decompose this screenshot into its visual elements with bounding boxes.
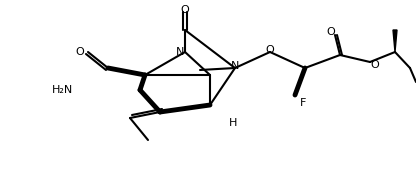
Text: H: H — [229, 118, 237, 128]
Text: O: O — [181, 5, 189, 15]
Text: O: O — [327, 27, 335, 37]
Text: O: O — [371, 60, 379, 70]
Polygon shape — [393, 30, 397, 52]
Text: O: O — [76, 47, 84, 57]
Text: N: N — [231, 61, 239, 71]
Text: N: N — [176, 47, 184, 57]
Text: F: F — [300, 98, 306, 108]
Text: H₂N: H₂N — [52, 85, 73, 95]
Text: O: O — [266, 45, 275, 55]
